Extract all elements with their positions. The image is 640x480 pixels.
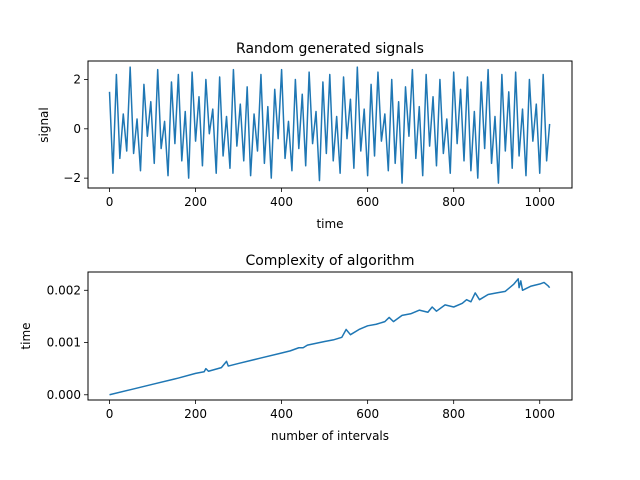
complexity-x-tick-label: 800 [442,407,465,421]
signal-y-tick-label: 0 [73,122,81,136]
complexity-chart: Complexity of algorithm 0 200 400 600 800 100… [19,253,573,443]
complexity-x-tick-label: 1000 [524,407,555,421]
complexity-axes-frame [87,271,573,401]
complexity-y-tick-label: 0.000 [47,388,81,402]
complexity-y-tick-label: 0.002 [47,283,81,297]
signal-x-tick-label: 800 [442,195,465,209]
signal-x-ticks: 0 200 400 600 800 1000 [106,188,555,209]
signal-chart: Random generated signals 0 200 400 600 800 10… [37,41,573,231]
complexity-y-ticks: 0.000 0.001 0.002 [47,283,88,402]
complexity-x-ticks: 0 200 400 600 800 1000 [106,400,555,421]
signal-y-axis-label: signal [37,107,51,143]
signal-series-line-0 [108,66,551,184]
signal-data-layer [108,66,551,184]
signal-x-axis-label: time [316,217,343,231]
complexity-x-tick-label: 400 [270,407,293,421]
complexity-x-tick-label: 600 [356,407,379,421]
complexity-x-axis-label: number of intervals [271,429,389,443]
signal-x-tick-label: 200 [184,195,207,209]
signal-y-ticks: −2 0 2 [63,72,88,185]
complexity-y-axis-label: time [19,322,33,349]
complexity-chart-title: Complexity of algorithm [245,253,414,269]
signal-axes-frame [87,60,573,189]
signal-y-tick-label: −2 [63,171,81,185]
signal-x-tick-label: 1000 [524,195,555,209]
signal-x-tick-label: 400 [270,195,293,209]
signal-x-tick-label: 600 [356,195,379,209]
signal-x-tick-label: 0 [106,195,114,209]
complexity-y-tick-label: 0.001 [47,336,81,350]
complexity-series-line-0 [109,278,551,396]
complexity-x-tick-label: 0 [106,407,114,421]
complexity-data-layer [109,278,551,396]
complexity-x-tick-label: 200 [184,407,207,421]
signal-chart-title: Random generated signals [236,41,424,57]
signal-y-tick-label: 2 [73,72,81,86]
